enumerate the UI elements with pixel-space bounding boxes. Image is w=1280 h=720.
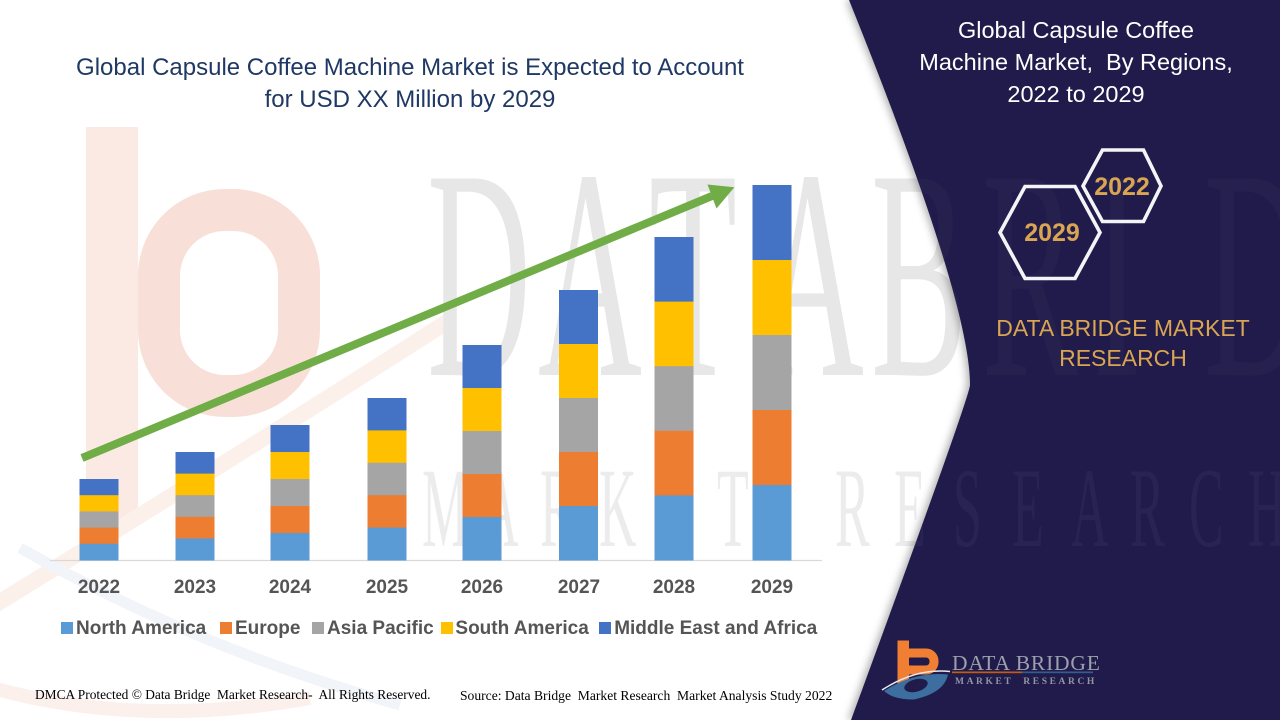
svg-text:MARKET RESEARCH: MARKET RESEARCH <box>422 447 1280 572</box>
